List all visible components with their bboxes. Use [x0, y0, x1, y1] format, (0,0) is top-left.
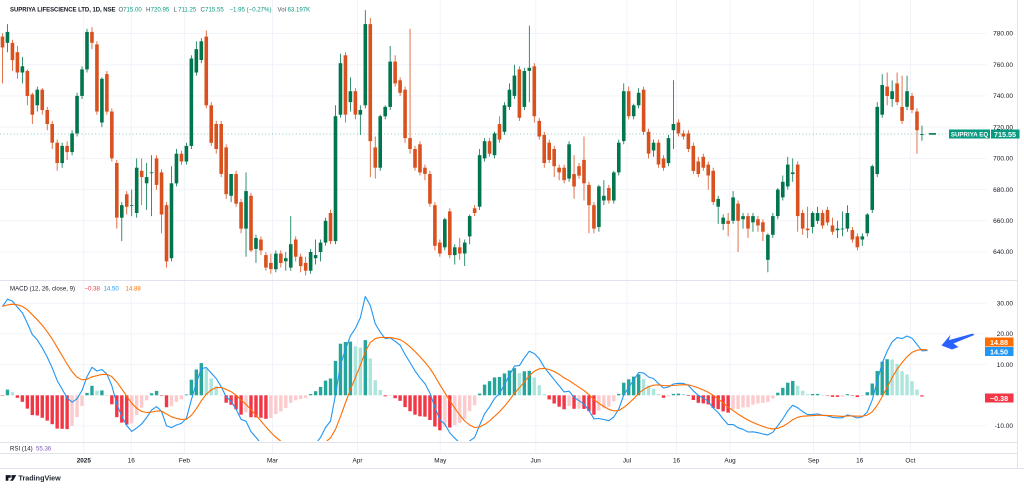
svg-text:Jul: Jul: [623, 458, 631, 465]
svg-text:−0.38: −0.38: [990, 394, 1008, 403]
svg-text:SUPRIYA LIFESCIENCE LTD, 1D, N: SUPRIYA LIFESCIENCE LTD, 1D, NSE: [10, 7, 116, 13]
svg-text:14.50: 14.50: [104, 286, 120, 293]
svg-text:Oct: Oct: [905, 458, 915, 465]
svg-text:660.00: 660.00: [993, 218, 1013, 225]
svg-text:715.55: 715.55: [205, 6, 224, 13]
svg-text:63.197K: 63.197K: [288, 6, 311, 13]
svg-text:Mar: Mar: [267, 458, 279, 465]
svg-text:715.55: 715.55: [994, 130, 1016, 139]
svg-text:55.36: 55.36: [36, 446, 52, 453]
svg-text:Aug: Aug: [724, 458, 736, 465]
svg-text:O: O: [119, 6, 124, 13]
svg-text:14.50: 14.50: [990, 347, 1008, 356]
svg-text:Vol: Vol: [278, 6, 286, 13]
svg-text:C: C: [201, 6, 206, 13]
svg-text:715.00: 715.00: [123, 6, 142, 13]
svg-text:RSI (14): RSI (14): [10, 446, 33, 453]
svg-text:Apr: Apr: [353, 458, 364, 465]
svg-text:640.00: 640.00: [993, 249, 1013, 256]
svg-text:SUPRIYA EQ: SUPRIYA EQ: [951, 131, 989, 138]
svg-text:-10.00: -10.00: [995, 423, 1014, 430]
svg-text:Feb: Feb: [179, 458, 190, 465]
svg-text:16: 16: [128, 458, 136, 465]
svg-text:Jun: Jun: [531, 458, 542, 465]
svg-text:740.00: 740.00: [993, 93, 1013, 100]
svg-text:Sep: Sep: [808, 458, 820, 465]
svg-text:TradingView: TradingView: [19, 474, 62, 483]
svg-text:30.00: 30.00: [997, 300, 1014, 307]
svg-text:14.88: 14.88: [990, 338, 1008, 347]
svg-text:700.00: 700.00: [993, 156, 1013, 163]
svg-text:May: May: [434, 458, 447, 465]
svg-text:720.95: 720.95: [151, 6, 170, 13]
svg-text:H: H: [146, 6, 150, 13]
svg-text:10.00: 10.00: [997, 362, 1014, 369]
svg-text:L: L: [174, 6, 178, 13]
svg-text:780.00: 780.00: [993, 31, 1013, 38]
svg-text:−0.38: −0.38: [85, 286, 101, 293]
svg-text:−1.95 (−0.27%): −1.95 (−0.27%): [230, 6, 272, 13]
svg-text:16: 16: [673, 458, 681, 465]
svg-text:680.00: 680.00: [993, 187, 1013, 194]
svg-text:720.00: 720.00: [993, 124, 1013, 131]
svg-text:16: 16: [856, 458, 864, 465]
svg-text:MACD (12, 26, close, 9): MACD (12, 26, close, 9): [10, 286, 75, 293]
svg-text:2025: 2025: [77, 458, 92, 465]
svg-text:14.88: 14.88: [126, 286, 142, 293]
svg-text:20.00: 20.00: [997, 331, 1014, 338]
svg-text:760.00: 760.00: [993, 62, 1013, 69]
svg-text:711.25: 711.25: [178, 6, 197, 13]
